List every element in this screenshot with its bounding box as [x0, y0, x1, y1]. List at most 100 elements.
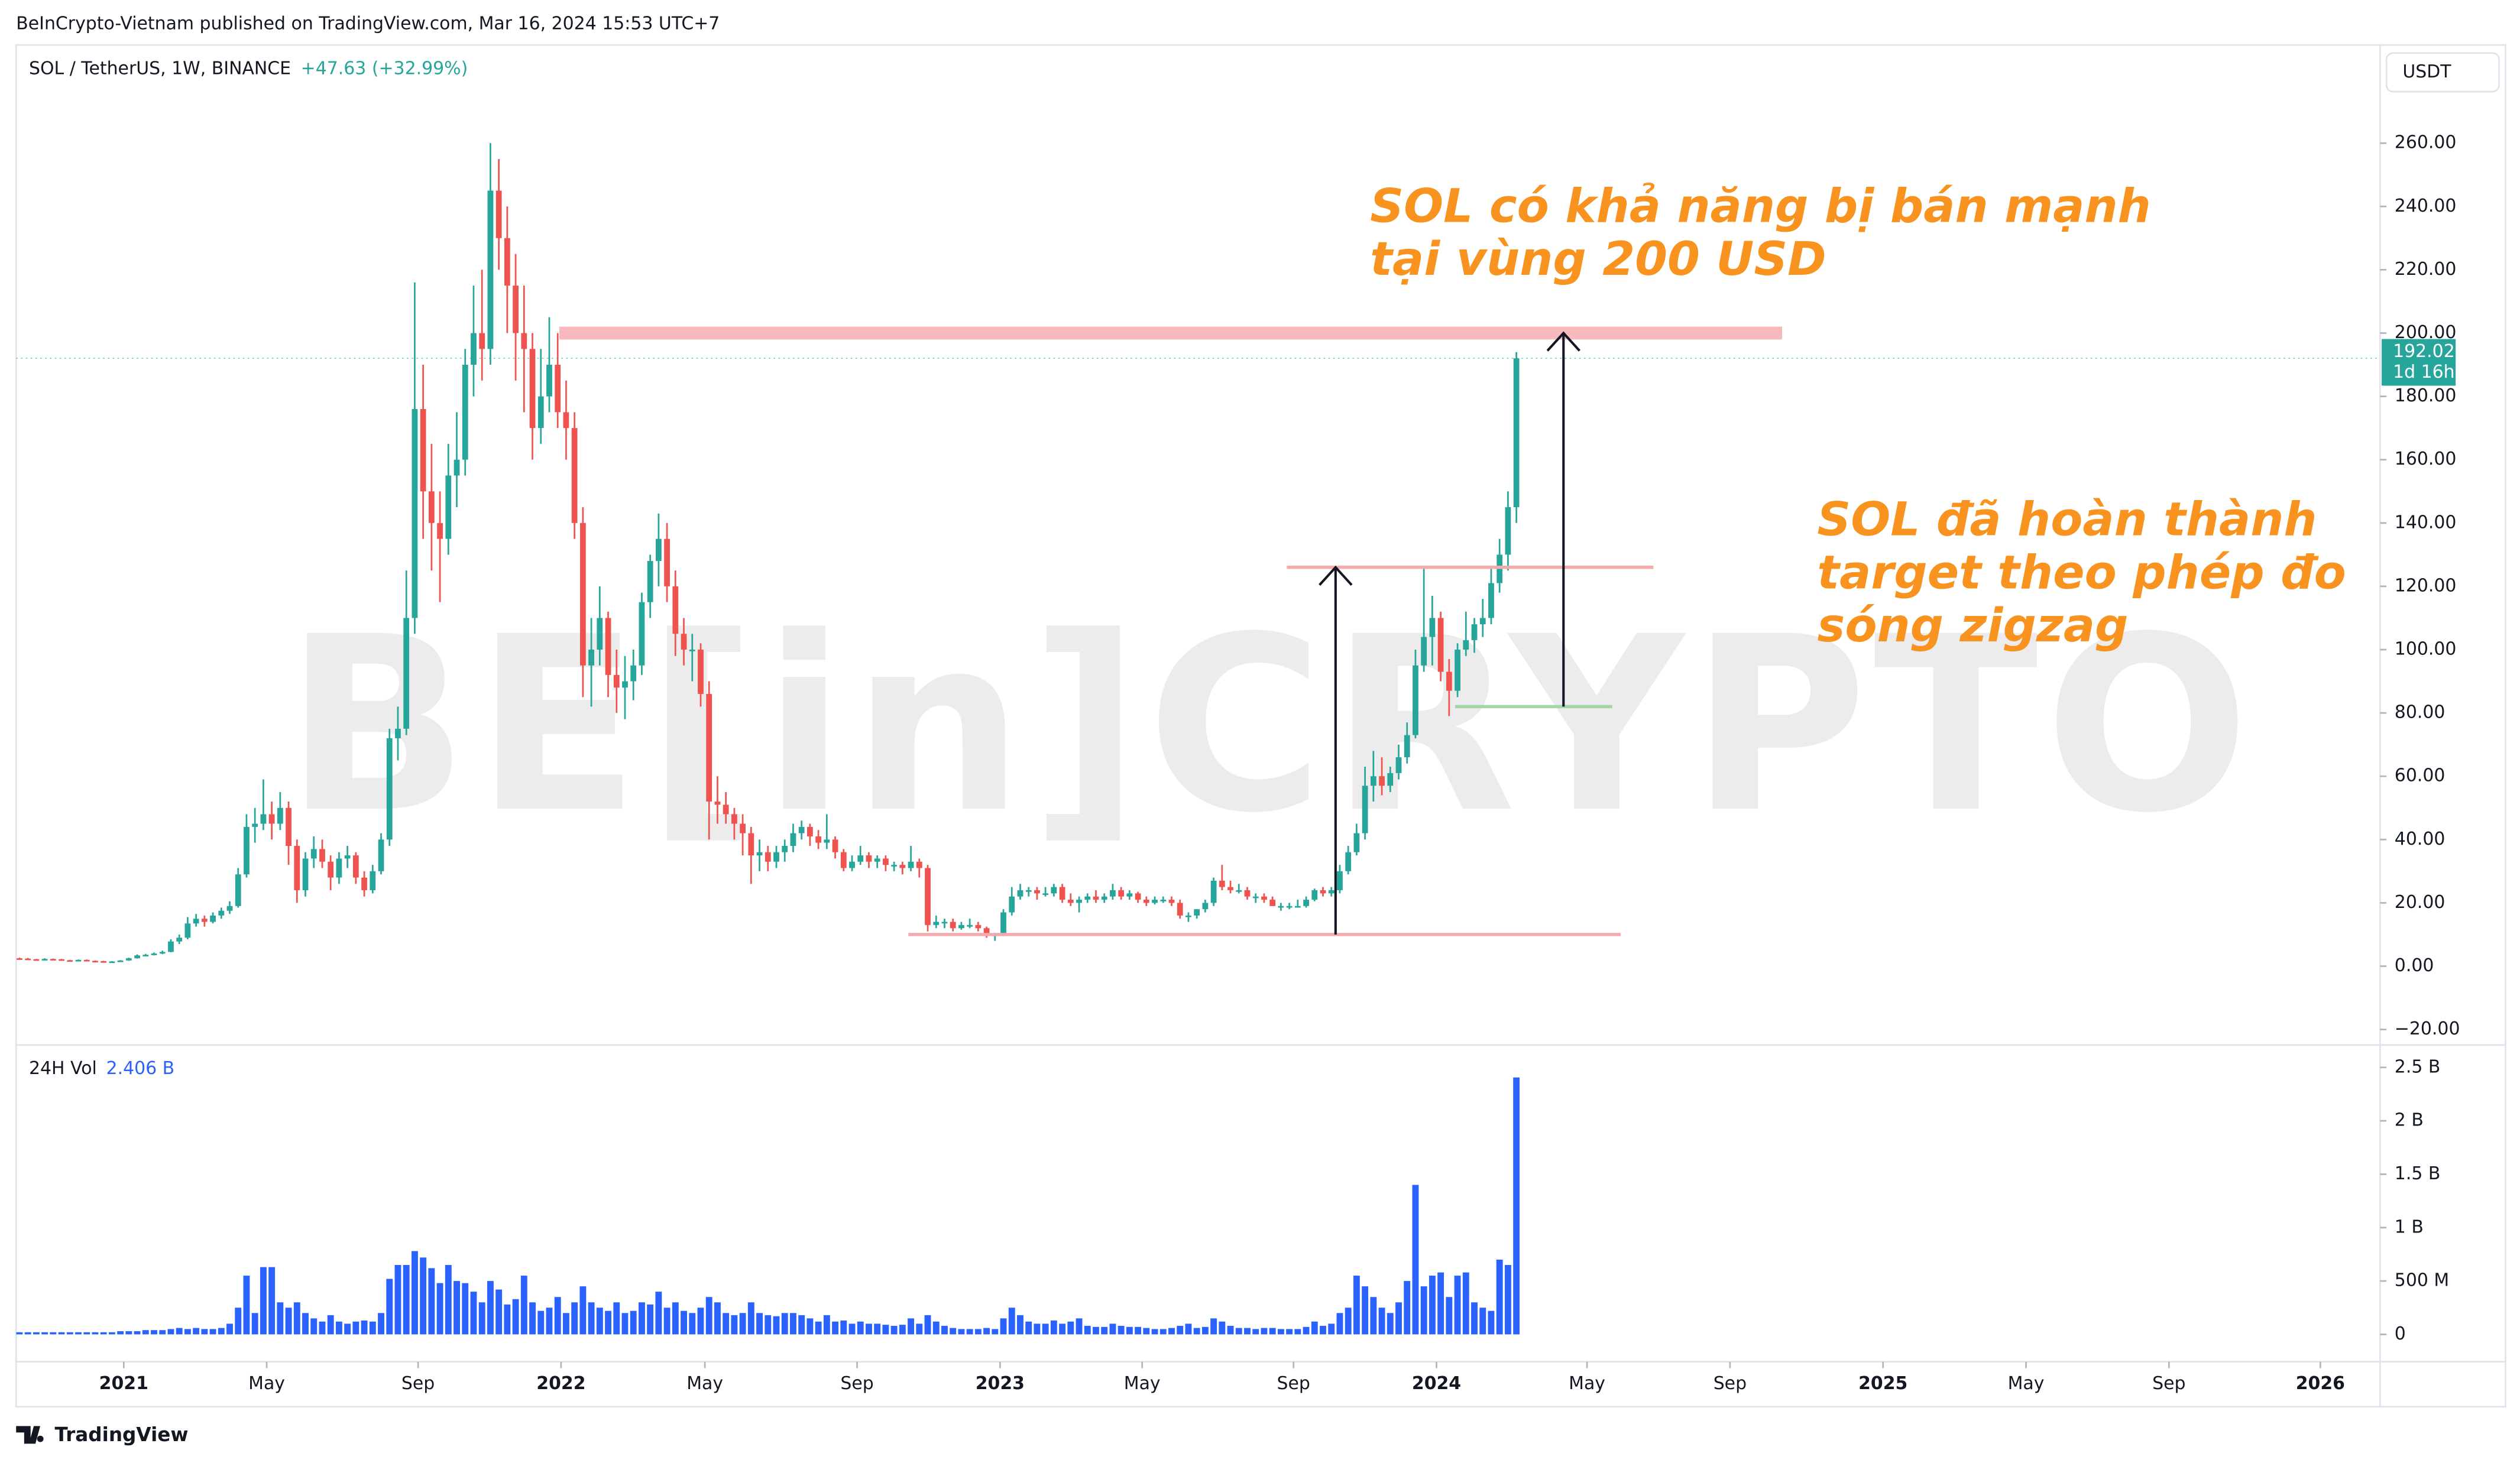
candle-body: [41, 959, 48, 961]
volume-bar: [1454, 1276, 1461, 1335]
volume-bar: [218, 1328, 225, 1335]
volume-bar: [327, 1315, 334, 1335]
volume-bar: [428, 1268, 435, 1335]
volume-bar: [1109, 1323, 1116, 1335]
candle-body: [33, 959, 40, 961]
candle-body: [1413, 665, 1418, 735]
candle-body: [1471, 624, 1478, 640]
candle-body: [1286, 906, 1293, 908]
volume-bar: [1446, 1297, 1453, 1335]
candle-body: [689, 649, 695, 651]
candle-body: [1017, 890, 1023, 897]
candle-body: [310, 849, 317, 859]
candle-body: [1345, 852, 1352, 871]
candle-body: [428, 491, 435, 523]
candle-body: [967, 924, 973, 927]
volume-bar: [790, 1313, 796, 1335]
candle-body: [184, 923, 191, 938]
candle-body: [1126, 893, 1133, 897]
candle-body: [798, 826, 805, 833]
volume-bar: [1412, 1185, 1419, 1335]
candle-body: [857, 855, 864, 862]
volume-bar: [319, 1321, 326, 1335]
volume-bar: [50, 1332, 57, 1335]
candle-body: [210, 915, 216, 922]
candle-body: [748, 833, 754, 856]
volume-bar: [1000, 1318, 1007, 1335]
volume-bar: [1513, 1077, 1520, 1335]
volume-bar: [1219, 1321, 1226, 1335]
volume-bar: [1168, 1328, 1175, 1335]
volume-bar: [1244, 1328, 1251, 1335]
candle-body: [1025, 890, 1032, 892]
candle-body: [698, 649, 704, 694]
arrow-head: [1546, 331, 1580, 352]
volume-bar: [125, 1331, 132, 1335]
volume-bar: [1210, 1318, 1217, 1335]
candle-body: [386, 738, 393, 840]
candle-body: [244, 826, 250, 875]
annotation-line: sóng zigzag: [1817, 598, 2128, 653]
currency[interactable]: USDT: [2402, 61, 2451, 82]
candle-body: [723, 805, 729, 815]
volume-bar: [1261, 1328, 1268, 1335]
candle-body: [807, 826, 813, 836]
volume-bar: [1017, 1315, 1023, 1335]
volume-bar: [33, 1332, 40, 1335]
y-tick-label: 0.00: [2395, 955, 2434, 976]
volume-bar: [1252, 1329, 1259, 1335]
candle-body: [75, 959, 82, 962]
candle-body: [1320, 890, 1326, 894]
volume-bar: [798, 1315, 805, 1335]
volume-bar: [621, 1313, 629, 1335]
candle-body: [647, 561, 653, 602]
candle-body: [681, 634, 687, 650]
volume-bar: [302, 1313, 309, 1335]
y-tick-label: 40.00: [2395, 829, 2445, 849]
volume-bar: [352, 1321, 359, 1335]
volume-bar: [167, 1329, 174, 1335]
candle-body: [563, 412, 569, 429]
candle-body: [1244, 890, 1251, 897]
watermark: BE[in]CRYPTO: [285, 585, 2256, 866]
volume-bar: [495, 1289, 503, 1335]
volume-bar: [1093, 1326, 1099, 1335]
volume-bar: [857, 1321, 864, 1335]
x-tick-label: 2022: [536, 1373, 585, 1394]
volume-bar: [1488, 1310, 1495, 1335]
volume-bar: [1362, 1286, 1369, 1335]
volume-bar: [806, 1318, 814, 1335]
volume-bar: [924, 1315, 931, 1335]
chart-frame: [15, 44, 2506, 1408]
volume-bar: [403, 1264, 410, 1335]
candle-body: [1118, 890, 1125, 897]
candle-body: [344, 855, 351, 859]
candle-body: [226, 906, 233, 911]
volume-bar: [1059, 1323, 1066, 1335]
volume-bar: [487, 1281, 494, 1335]
candle-body: [1404, 735, 1410, 758]
candle-body: [370, 871, 376, 890]
candle-body: [462, 365, 468, 460]
volume-bar: [613, 1302, 620, 1335]
candle-body: [605, 618, 611, 675]
candle-body: [487, 190, 494, 349]
candle-body: [1034, 890, 1040, 894]
candle-body: [403, 618, 410, 729]
x-tick-label: Sep: [2152, 1373, 2185, 1394]
candle-body: [1185, 915, 1191, 917]
candle-body: [529, 349, 536, 429]
y-tick-label: 160.00: [2395, 449, 2457, 469]
volume-bar: [1479, 1308, 1486, 1335]
volume-bar: [1042, 1323, 1049, 1335]
volume-bar: [596, 1308, 603, 1335]
candle-body: [454, 459, 460, 476]
candle-body: [101, 961, 107, 963]
candle-body: [1337, 871, 1343, 890]
volume-bar: [1067, 1321, 1074, 1335]
volume-bar: [941, 1325, 948, 1335]
candle-body: [975, 924, 982, 929]
currency-button[interactable]: [2385, 52, 2500, 93]
volume-bar: [1496, 1259, 1503, 1335]
